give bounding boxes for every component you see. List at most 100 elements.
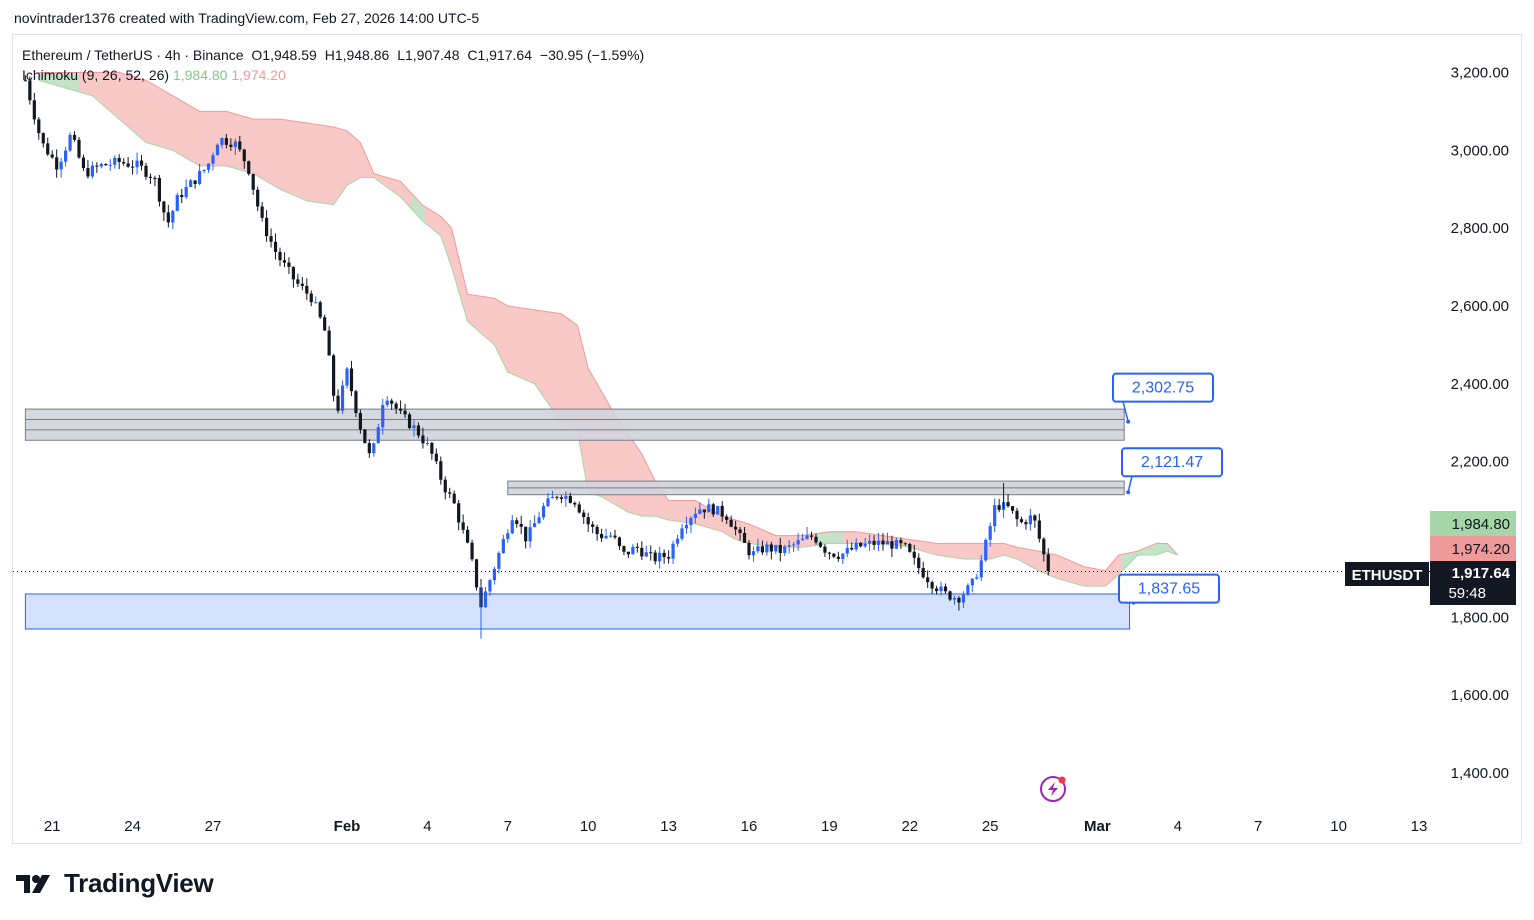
candle-body [671, 543, 675, 559]
candle-body [836, 556, 840, 559]
candle-body [55, 157, 59, 170]
candle-body [345, 368, 349, 386]
change-value: −30.95 (−1.59%) [539, 47, 645, 63]
candle-body [394, 403, 398, 409]
candle-body [667, 557, 671, 559]
candle-body [890, 541, 894, 549]
candle-body [1015, 510, 1019, 520]
lightning-icon[interactable] [1040, 776, 1066, 802]
candle-body [809, 535, 814, 537]
candle-body [805, 535, 809, 539]
badge-symbol-label: ETHUSDT [1352, 567, 1423, 584]
candle-body [211, 155, 215, 164]
candle-body [269, 236, 273, 242]
candle-body [926, 577, 930, 583]
candle-body [783, 546, 787, 553]
candle-body [881, 540, 885, 545]
candle-body [385, 400, 389, 405]
candle-body [296, 279, 300, 284]
candle-body [104, 163, 108, 166]
x-tick-label: 21 [44, 818, 61, 835]
candle-body [533, 523, 537, 528]
candle-body [157, 178, 161, 202]
candle-body [416, 425, 421, 436]
candle-body [903, 543, 907, 545]
candle-body [291, 266, 295, 280]
ohlc-row: Ethereum / TetherUS · 4h · Binance O1,94… [22, 45, 648, 65]
x-tick-label: 13 [660, 818, 677, 835]
candle-body [358, 412, 362, 430]
badge-symbol [1345, 562, 1429, 586]
candle-body [363, 429, 367, 444]
price-candles [23, 75, 1050, 639]
candle-body [868, 540, 872, 544]
candle-body [850, 547, 854, 550]
y-tick-label: 2,200.00 [1451, 454, 1509, 471]
indicator-label[interactable]: Ichimoku (9, 26, 52, 26) [22, 67, 170, 83]
y-tick-label: 1,400.00 [1451, 765, 1509, 782]
candle-body [224, 138, 228, 145]
candle-body [390, 400, 394, 404]
candle-body [792, 544, 796, 546]
candle-body [644, 552, 648, 557]
candle-body [175, 194, 179, 211]
y-tick-label: 2,600.00 [1451, 298, 1509, 315]
candle-body [845, 547, 849, 554]
candle-body [841, 553, 845, 559]
candle-body [930, 582, 934, 589]
candle-body [189, 180, 193, 187]
x-tick-label: 7 [504, 818, 512, 835]
candle-body [407, 414, 412, 429]
candle-body [421, 435, 425, 444]
candle-body [935, 588, 939, 592]
candle-body [653, 552, 657, 562]
candle-body [32, 100, 36, 120]
x-tick-label: 24 [124, 818, 141, 835]
x-tick-label: Feb [334, 818, 361, 835]
candle-body [577, 504, 581, 513]
candle-body [215, 144, 220, 156]
candle-body [162, 201, 166, 213]
candle-body [282, 260, 287, 263]
price-axis: 1,400.001,600.001,800.002,000.002,200.00… [1451, 64, 1509, 782]
candle-body [260, 206, 264, 218]
candle-body [550, 496, 555, 499]
candle-body [327, 330, 331, 356]
x-tick-label: 10 [1330, 818, 1347, 835]
footer-branding: TradingView [16, 868, 214, 899]
candle-body [658, 552, 662, 562]
brand-name: TradingView [64, 868, 214, 898]
candle-body [778, 544, 782, 553]
candle-body [501, 539, 505, 553]
candle-body [376, 427, 380, 444]
indicator-row: Ichimoku (9, 26, 52, 26) 1,984.80 1,974.… [22, 65, 648, 85]
open-value: O1,948.59 [251, 47, 317, 63]
candle-body [309, 293, 313, 303]
candle-body [675, 538, 680, 544]
candle-body [796, 540, 800, 545]
candle-body [1010, 506, 1015, 511]
symbol-label[interactable]: Ethereum / TetherUS · 4h · Binance [22, 47, 244, 63]
cloud-bull-segment [1121, 543, 1178, 572]
candle-body [939, 586, 943, 592]
candle-body [336, 395, 340, 411]
candle-body [318, 302, 322, 318]
candle-body [823, 546, 827, 553]
cloud-bull-segment [816, 531, 843, 546]
candle-body [595, 526, 599, 535]
candle-body [863, 543, 867, 547]
candle-body [742, 533, 747, 543]
candle-body [278, 251, 282, 261]
candle-body [555, 496, 559, 498]
candle-body [448, 492, 452, 494]
candle-body [452, 493, 456, 504]
candle-body [729, 519, 733, 527]
candle-body [220, 138, 224, 145]
candle-body [59, 161, 63, 170]
candle-body [251, 174, 255, 190]
candle-body [617, 537, 622, 547]
x-tick-label: 4 [1174, 818, 1182, 835]
indicator-value-red: 1,974.20 [231, 67, 286, 83]
candle-body [430, 442, 434, 454]
